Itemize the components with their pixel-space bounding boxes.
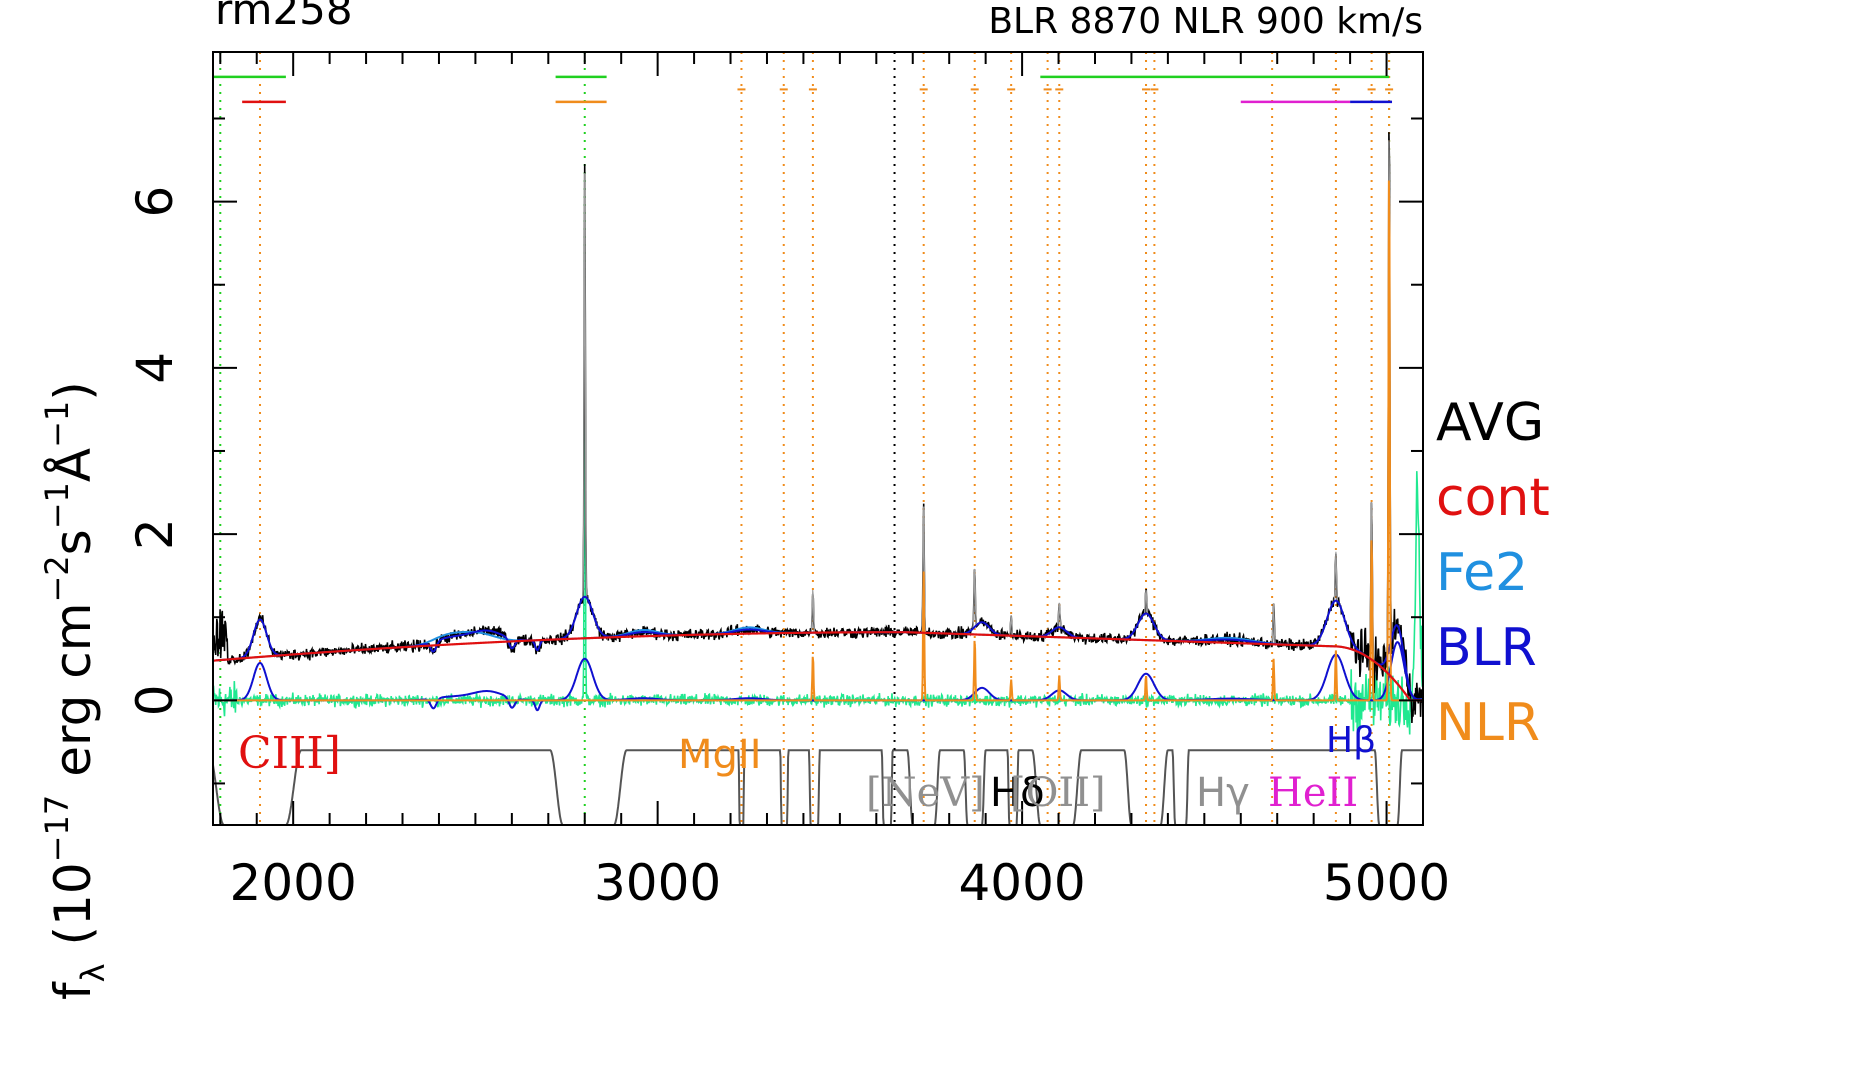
spectrum-series — [212, 132, 1424, 735]
chart-title-left: rm258 — [215, 0, 353, 34]
svg-text:fλ(10−17erg cm−2s−1Å−1): fλ(10−17erg cm−2s−1Å−1) — [38, 381, 112, 1000]
line-label: CIII] — [238, 728, 341, 779]
y-tick-label: 4 — [126, 352, 184, 384]
avg-series — [212, 132, 1424, 724]
ylabel-erg: erg cm — [44, 603, 102, 777]
ylabel-close: ) — [44, 381, 102, 401]
ylabel-exp1: −17 — [38, 795, 76, 863]
line-label: Hγ — [1196, 770, 1250, 816]
ylabel-exp4: −1 — [38, 401, 76, 448]
x-tick-label: 3000 — [594, 854, 721, 912]
y-axis-label: fλ(10−17erg cm−2s−1Å−1) — [38, 381, 112, 1000]
emission-line-labels: CIII] MgII [NeV] Hδ[OII] Hγ HeII Hβ — [238, 720, 1376, 816]
fit-range-bars — [213, 75, 1394, 104]
legend-blr: BLR — [1436, 618, 1537, 678]
y-tick-label: 0 — [126, 684, 184, 716]
x-tick-label: 2000 — [230, 854, 357, 912]
x-tick-labels: 2000 3000 4000 5000 — [230, 854, 1451, 912]
cont-series — [212, 631, 1423, 702]
line-markers — [219, 52, 1391, 825]
line-label: Hδ — [990, 770, 1045, 816]
legend-nlr: NLR — [1436, 693, 1540, 753]
legend: AVG cont Fe2 BLR NLR — [1436, 393, 1550, 753]
line-label: [OII] — [1010, 770, 1106, 816]
legend-cont: cont — [1436, 468, 1550, 528]
ylabel-exp3: −1 — [38, 482, 76, 529]
line-label: [NeV] — [866, 770, 985, 816]
legend-avg: AVG — [1436, 393, 1544, 453]
ylabel-exp2: −2 — [38, 555, 76, 602]
y-tick-label: 2 — [126, 518, 184, 550]
x-tick-label: 5000 — [1323, 854, 1450, 912]
ylabel-lambda: λ — [74, 963, 112, 982]
line-label: HeII — [1268, 770, 1358, 816]
nlr-series — [213, 180, 1423, 702]
legend-fe2: Fe2 — [1436, 543, 1528, 603]
line-label: Hβ — [1326, 720, 1376, 761]
model-total-series — [212, 140, 1423, 701]
ylabel-f: f — [44, 981, 102, 1000]
plot-frame — [212, 51, 1424, 826]
x-tick-label: 4000 — [958, 854, 1085, 912]
chart-title-right: BLR 8870 NLR 900 km/s — [988, 1, 1423, 42]
ylabel-A: Å — [44, 448, 102, 482]
residual-series — [212, 260, 1424, 735]
y-tick-labels: 0 2 4 6 — [126, 186, 184, 717]
line-label: MgII — [678, 732, 762, 778]
axis-ticks — [213, 52, 1424, 825]
y-tick-label: 6 — [126, 186, 184, 218]
ylabel-pre: (10 — [44, 862, 102, 945]
ylabel-s: s — [44, 529, 102, 555]
